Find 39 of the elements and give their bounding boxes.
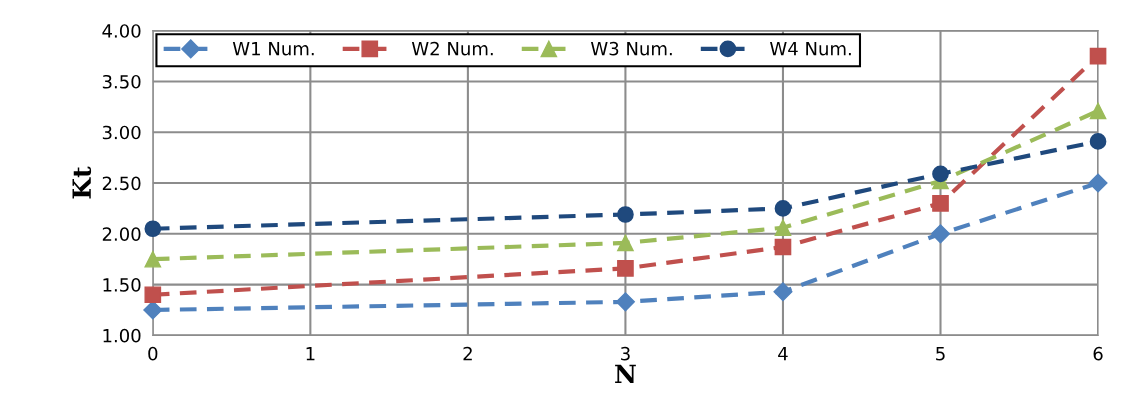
point (774, 219, 792, 237)
x-tick-label: 0 (148, 346, 158, 361)
point (144, 286, 162, 304)
point (615, 292, 635, 312)
y-tick-label: 1.50 (103, 278, 141, 292)
point (144, 250, 162, 268)
point (773, 282, 793, 302)
point (143, 300, 163, 320)
x-tick-label: 4 (778, 347, 788, 361)
point (930, 224, 951, 244)
y-tick-label: 2.00 (102, 227, 141, 241)
point (774, 200, 792, 217)
legend-label: W3 Num. (590, 41, 672, 56)
x-tick-label: 5 (936, 347, 945, 361)
legend-label: W4 Num. (770, 42, 851, 56)
x-tick-label: 6 (1093, 346, 1103, 361)
point (1089, 102, 1107, 120)
y-tick-label: 3.00 (102, 125, 141, 140)
y-tick-label: 3.50 (102, 74, 141, 89)
point (774, 238, 792, 256)
x-tick-label: 1 (306, 347, 315, 361)
legend-label: W1 Num. (232, 42, 314, 56)
y-tick-label: 1.00 (103, 328, 141, 343)
y-tick-label: 2.50 (102, 176, 141, 191)
x-tick-label: 2 (463, 346, 472, 361)
x-axis-title: N (615, 364, 636, 383)
point (144, 220, 162, 238)
x-tick-label: 3 (621, 346, 630, 361)
point (617, 206, 634, 223)
legend-label: W2 Num. (411, 41, 493, 56)
point (617, 260, 634, 277)
y-tick-label: 4.00 (102, 24, 141, 38)
point (617, 234, 634, 252)
y-axis-title: Kt (72, 166, 92, 199)
point (932, 165, 949, 183)
point (1089, 133, 1107, 150)
point (1089, 47, 1107, 65)
point (1088, 173, 1108, 193)
point (932, 195, 949, 212)
